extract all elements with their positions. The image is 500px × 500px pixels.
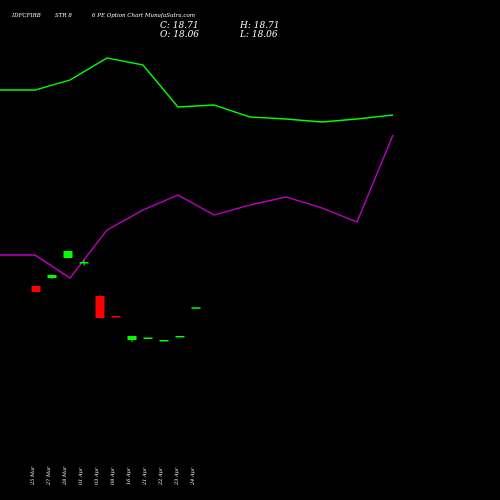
lower-line-series (0, 134, 394, 279)
candle-body (31, 286, 41, 292)
x-tick-label: 01 Apr (78, 467, 84, 485)
upper-line-series (0, 57, 394, 123)
x-tick-label: 21 Apr (142, 467, 148, 486)
title-text: 6 PE Option Chart MunafaSutra.com (92, 13, 195, 19)
candles-group (31, 251, 201, 342)
candle-body (95, 296, 105, 318)
low-label: L: 18.06 (239, 30, 278, 40)
candle-body (111, 316, 121, 318)
candle-body (127, 336, 137, 340)
x-tick-label: 08 Apr (110, 467, 116, 485)
candle-body (63, 251, 73, 258)
x-tick-label: 16 Apr (126, 467, 132, 485)
candle-body (159, 340, 169, 342)
close-label: C: 18.71 (160, 21, 199, 31)
candle-body (47, 275, 57, 278)
symbol-text: IDFCFIRB (11, 13, 41, 19)
high-label: H: 18.71 (239, 21, 280, 31)
candle-body (79, 262, 89, 264)
indicator-lines (0, 57, 394, 279)
strike-text: STR 8 (55, 13, 72, 19)
x-tick-label: 28 Mar (62, 466, 68, 486)
x-tick-labels: 25 Mar 27 Mar 28 Mar 01 Apr 03 Apr 08 Apr 16 A… (30, 466, 196, 486)
candle-body (175, 336, 185, 338)
open-label: O: 18.06 (160, 30, 199, 40)
x-tick-label: 25 Mar (30, 466, 36, 486)
x-tick-label: 23 Apr (174, 467, 180, 486)
candle-body (191, 307, 201, 309)
candle-body (143, 337, 153, 339)
x-tick-label: 03 Apr (94, 467, 100, 485)
x-tick-label: 24 Apr (190, 467, 196, 486)
chart-header: IDFCFIRB STR 8 6 PE Option Chart MunafaS… (11, 13, 280, 40)
x-tick-label: 27 Mar (46, 466, 52, 486)
x-tick-label: 22 Apr (158, 467, 164, 486)
